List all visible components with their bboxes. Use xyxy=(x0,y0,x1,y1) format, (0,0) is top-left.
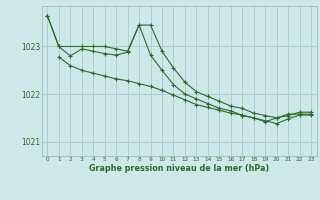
X-axis label: Graphe pression niveau de la mer (hPa): Graphe pression niveau de la mer (hPa) xyxy=(89,164,269,173)
